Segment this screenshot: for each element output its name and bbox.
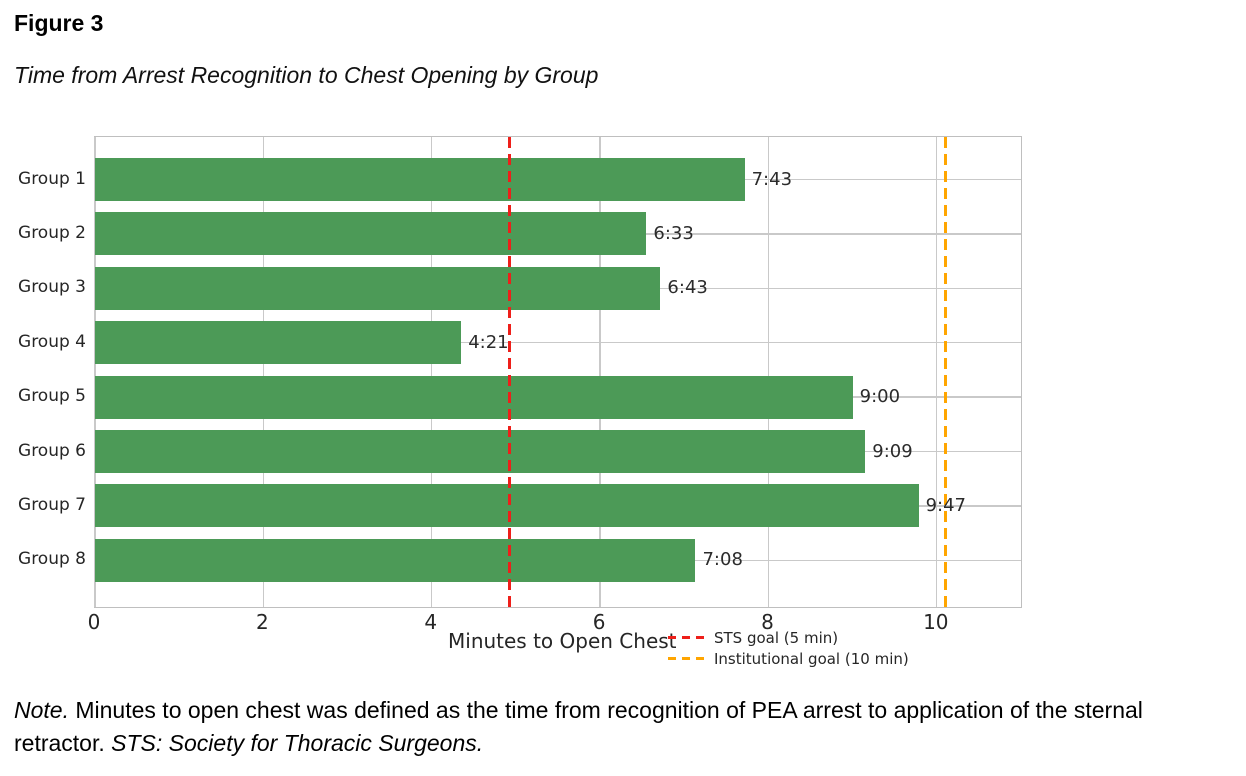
legend-item-sts-goal: STS goal (5 min) <box>668 627 909 648</box>
y-axis-category-label: Group 5 <box>18 386 86 407</box>
note-tail: STS: Society for Thoracic Surgeons. <box>111 730 484 756</box>
y-gridline <box>95 342 1021 344</box>
y-axis-category-label: Group 3 <box>18 277 86 298</box>
x-axis-tick-label: 8 <box>761 610 774 634</box>
x-axis-tick-label: 4 <box>424 610 438 634</box>
plot-area: 7:43 6:33 6:43 4:21 9:00 9:09 9:47 7:08 <box>94 136 1022 608</box>
institutional-goal-line <box>943 137 947 607</box>
bar <box>95 158 745 201</box>
bar-value-label: 7:43 <box>751 168 793 190</box>
bar-value-label: 7:08 <box>702 549 743 571</box>
x-gridline <box>431 137 433 607</box>
y-axis-category-label: Group 8 <box>18 549 86 570</box>
bar <box>95 375 853 419</box>
bar <box>95 538 696 582</box>
x-gridline <box>94 137 96 607</box>
sts-goal-line <box>507 137 511 607</box>
x-axis-tick-label: 2 <box>255 610 269 634</box>
x-gridline <box>936 137 938 607</box>
y-axis-category-label: Group 4 <box>18 331 86 352</box>
x-gridline <box>767 137 770 607</box>
bar <box>95 266 661 310</box>
figure-note: Note. Minutes to open chest was defined … <box>14 694 1236 760</box>
note-body: Minutes to open chest was defined as the… <box>14 697 1143 756</box>
y-axis-category-label: Group 2 <box>18 222 86 243</box>
bar-value-label: 9:09 <box>872 440 913 462</box>
sts-goal-dash-swatch <box>668 636 704 639</box>
bar-value-label: 6:33 <box>653 222 694 244</box>
legend-label-sts-goal: STS goal (5 min) <box>714 628 839 647</box>
institutional-goal-dash-swatch <box>668 657 704 660</box>
figure-title: Time from Arrest Recognition to Chest Op… <box>14 62 599 88</box>
bar-value-label: 9:00 <box>859 386 901 408</box>
legend-label-institutional-goal: Institutional goal (10 min) <box>714 649 909 668</box>
x-axis-tick-label: 10 <box>923 610 949 634</box>
figure-label: Figure 3 <box>14 10 104 36</box>
legend: STS goal (5 min) Institutional goal (10 … <box>668 627 909 669</box>
bar-value-label: 4:21 <box>468 331 509 353</box>
bar <box>95 484 919 528</box>
bar <box>95 430 866 473</box>
x-axis-tick-label: 0 <box>87 610 101 634</box>
x-axis-title: Minutes to Open Chest <box>448 629 677 653</box>
bar-value-label: 6:43 <box>667 277 708 299</box>
legend-item-institutional-goal: Institutional goal (10 min) <box>668 648 909 669</box>
x-axis-tick-label: 6 <box>592 610 606 634</box>
bar <box>95 321 462 365</box>
bar <box>95 212 647 256</box>
note-lead: Note. <box>14 697 69 723</box>
y-axis-category-label: Group 7 <box>18 494 86 515</box>
x-gridline <box>599 137 601 607</box>
x-gridline <box>262 137 264 607</box>
y-axis-category-label: Group 1 <box>18 168 86 189</box>
y-axis-category-label: Group 6 <box>18 440 86 461</box>
bar-value-label: 9:47 <box>925 494 966 516</box>
